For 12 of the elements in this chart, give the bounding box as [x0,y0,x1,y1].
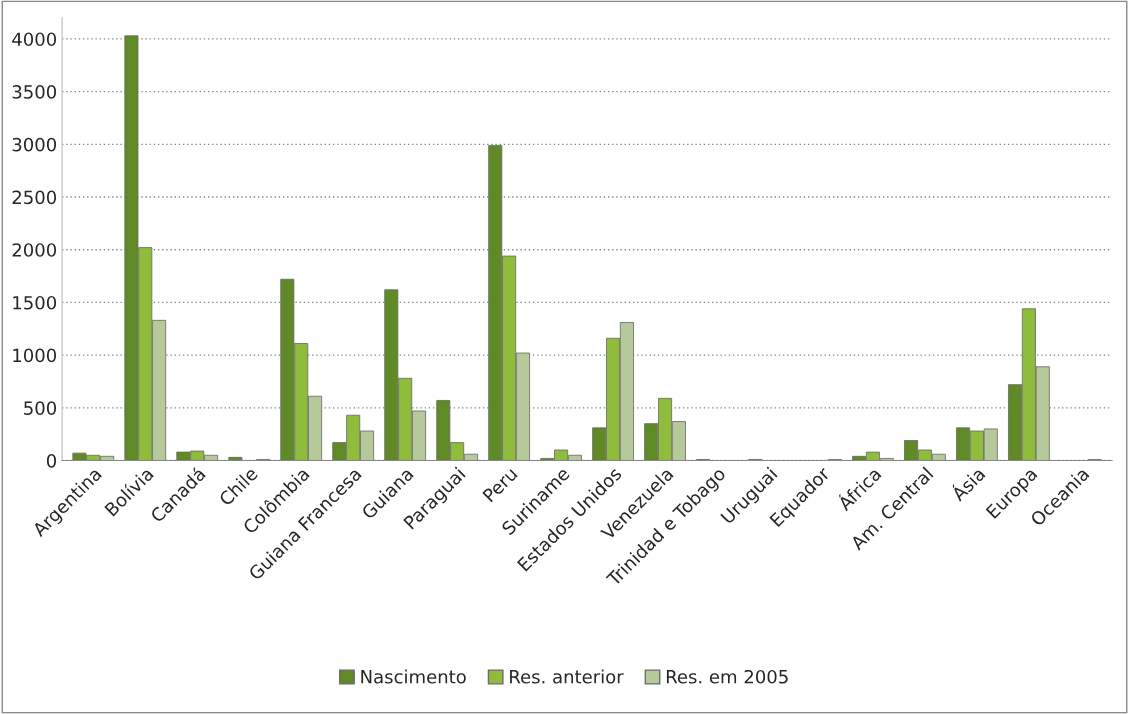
y-tick-label: 2000 [12,243,57,257]
y-tick-label: 4000 [12,32,57,47]
y-tick-label: 0 [46,453,57,468]
y-tick-label: 3000 [12,137,57,152]
y-tick-label: 2500 [12,190,57,205]
legend-label: Res. anterior [510,669,624,684]
legend-label: Nascimento [361,669,466,684]
y-tick-label: 1500 [13,295,57,310]
y-tick-label: 3500 [12,85,57,99]
legend-label: Res. em 2005 [666,669,788,684]
y-tick-label: 1000 [13,348,57,363]
y-tick-label: 500 [24,401,57,415]
